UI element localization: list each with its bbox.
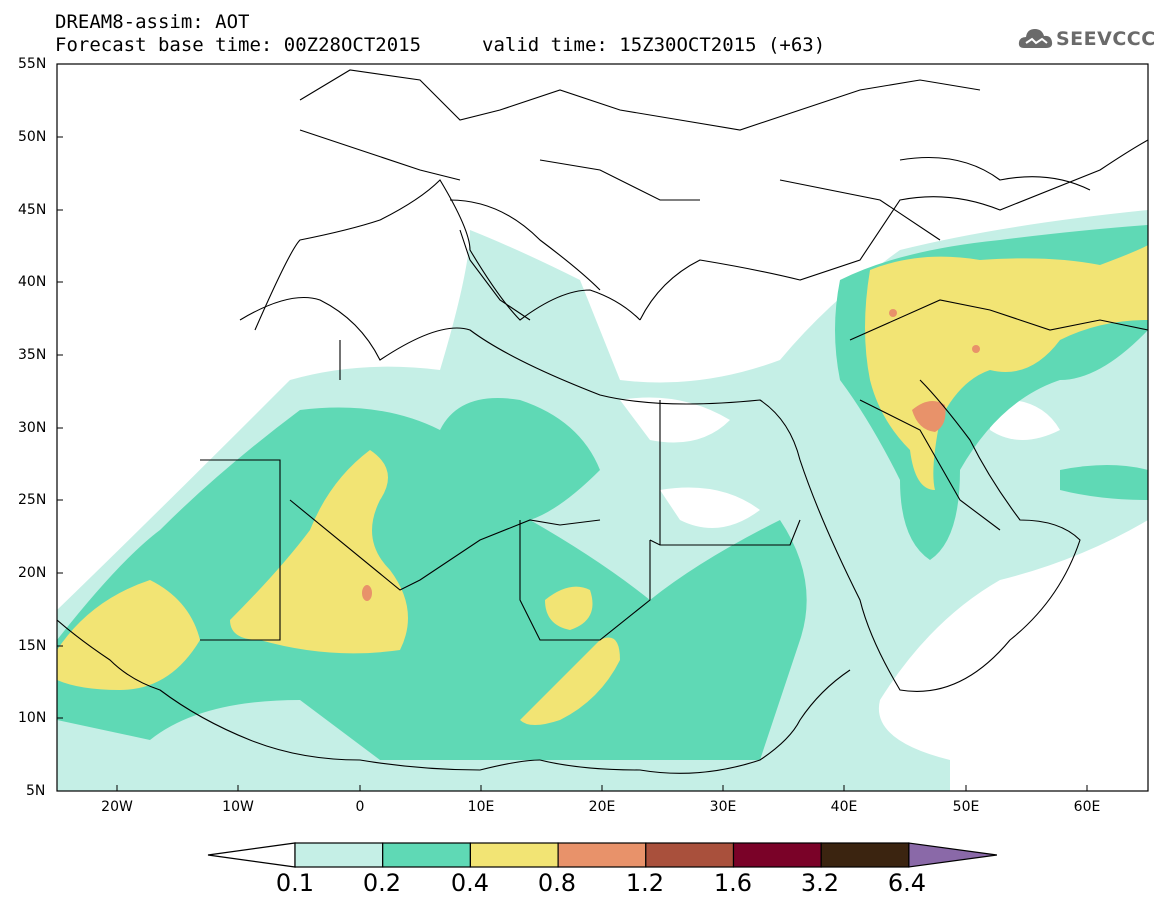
lon-label: 30E — [709, 799, 737, 815]
colorbar-label: 3.2 — [800, 869, 840, 897]
lat-label: 20N — [18, 565, 47, 581]
lat-label: 15N — [18, 638, 47, 654]
colorbar-label: 1.2 — [625, 869, 665, 897]
aot-field — [57, 64, 1148, 791]
lon-label: 20E — [588, 799, 616, 815]
colorbar-label: 0.1 — [275, 869, 315, 897]
lat-label: 55N — [18, 56, 47, 72]
lat-label: 50N — [18, 129, 47, 145]
lon-label: 10E — [467, 799, 495, 815]
aot-band-02 — [57, 398, 807, 760]
logo-text: SEEVCCC — [1056, 28, 1156, 50]
colorbar-label: 0.4 — [450, 869, 490, 897]
lat-label: 35N — [18, 347, 47, 363]
lon-label: 20W — [101, 799, 133, 815]
aot-band-04 — [57, 580, 200, 690]
lat-label: 40N — [18, 274, 47, 290]
aot-band-08 — [912, 401, 946, 432]
lat-label: 45N — [18, 202, 47, 218]
seevccc-logo: SEEVCCC — [1018, 24, 1155, 54]
colorbar-label: 1.6 — [713, 869, 753, 897]
lon-label: 50E — [952, 799, 980, 815]
lat-label: 5N — [26, 783, 46, 799]
lon-label: 40E — [830, 799, 858, 815]
colorbar-label: 0.8 — [537, 869, 577, 897]
colorbar-label: 6.4 — [887, 869, 927, 897]
lon-label: 0 — [355, 799, 365, 815]
lat-label: 30N — [18, 420, 47, 436]
map-title: DREAM8-assim: AOT — [55, 11, 250, 33]
forecast-base-time: Forecast base time: 00Z28OCT2015 — [55, 34, 422, 56]
cloud-icon — [1018, 29, 1053, 48]
lon-label: 10W — [222, 799, 254, 815]
lat-label: 25N — [18, 492, 47, 508]
lon-label: 60E — [1073, 799, 1101, 815]
lat-label: 10N — [18, 710, 47, 726]
colorbar-label: 0.2 — [362, 869, 402, 897]
valid-time: valid time: 15Z30OCT2015 (+63) — [482, 34, 826, 56]
